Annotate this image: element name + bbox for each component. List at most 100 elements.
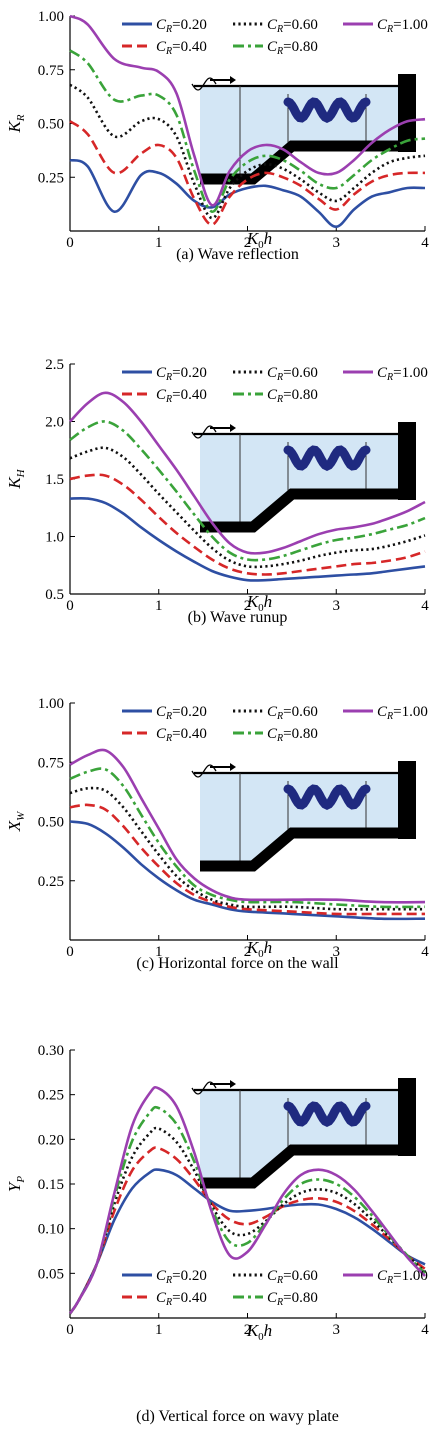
wavy-plate xyxy=(283,784,371,810)
vertical-wall xyxy=(398,74,416,152)
x-tick-label: 4 xyxy=(421,944,429,960)
legend-label: CR=0.20 xyxy=(156,365,207,383)
x-tick-label: 4 xyxy=(421,1322,429,1338)
seabed-step xyxy=(200,488,404,533)
setup-diagram xyxy=(191,761,416,872)
y-tick-label: 0.75 xyxy=(38,63,64,79)
incident-wave-icon xyxy=(191,425,217,439)
y-tick-label: 1.5 xyxy=(45,472,64,488)
x-tick-label: 4 xyxy=(421,235,429,251)
chart-panel: 0 1 2 3 4 0.05 0.10 0.15 0.20 0.25 0.30 K0h YP (d) Ve… xyxy=(5,1043,429,1425)
wavy-plate xyxy=(283,97,371,123)
legend-label: CR=0.20 xyxy=(156,1268,207,1286)
series-line xyxy=(69,158,426,228)
y-tick-label: 0.25 xyxy=(38,1088,64,1104)
seabed-step xyxy=(200,1144,404,1189)
y-axis-label: YP xyxy=(5,1176,27,1192)
setup-diagram xyxy=(191,1078,416,1189)
legend-label: CR=1.00 xyxy=(377,1268,428,1286)
x-tick-label: 1 xyxy=(155,235,163,251)
x-tick-label: 4 xyxy=(421,598,429,614)
y-axis-label: KH xyxy=(5,468,27,489)
y-tick-label: 2.5 xyxy=(45,357,64,373)
arrowhead-icon xyxy=(230,76,236,84)
legend-label: CR=0.20 xyxy=(156,704,207,722)
series-line xyxy=(68,1105,426,1315)
series-line xyxy=(69,391,426,555)
water-region xyxy=(200,1090,404,1183)
x-tick-label: 3 xyxy=(333,944,341,960)
y-tick-label: 0.20 xyxy=(38,1132,64,1148)
y-axis-label: XW xyxy=(5,811,27,832)
setup-diagram xyxy=(191,422,416,533)
legend: CR=0.20 CR=0.40 CR=0.60 CR=0.80 CR=1.00 xyxy=(122,17,428,57)
wavy-plate xyxy=(283,1101,371,1127)
y-tick-label: 0.10 xyxy=(38,1222,64,1238)
legend: CR=0.20 CR=0.40 CR=0.60 CR=0.80 CR=1.00 xyxy=(122,1268,428,1308)
x-axis-label: K0h xyxy=(246,1321,272,1343)
x-axis-label: K0h xyxy=(246,229,272,251)
x-tick-label: 0 xyxy=(66,235,74,251)
y-tick-label: 0.5 xyxy=(45,587,64,603)
arrowhead-icon xyxy=(230,1080,236,1088)
vertical-wall xyxy=(398,422,416,500)
legend-label: CR=0.20 xyxy=(156,17,207,35)
legend-label: CR=0.60 xyxy=(267,1268,318,1286)
chart-panel: 0 1 2 3 4 0.25 0.50 0.75 1.00 K0h KR (a) Wave refle… xyxy=(5,9,429,263)
series-line xyxy=(69,83,426,220)
series-line xyxy=(69,14,426,207)
y-tick-label: 1.0 xyxy=(45,530,64,546)
x-axis-label: K0h xyxy=(246,592,272,614)
vertical-wall xyxy=(398,761,416,839)
y-tick-label: 0.50 xyxy=(38,815,64,831)
series-line xyxy=(69,120,426,226)
series-line xyxy=(68,1168,426,1315)
legend-label: CR=0.40 xyxy=(156,39,207,57)
seabed-step xyxy=(200,827,404,872)
series-line xyxy=(69,496,426,582)
legend-label: CR=0.60 xyxy=(267,704,318,722)
legend-label: CR=0.80 xyxy=(267,387,318,405)
incident-wave-icon xyxy=(191,764,217,778)
series-line xyxy=(68,1146,426,1315)
legend-label: CR=1.00 xyxy=(377,17,428,35)
legend-label: CR=0.80 xyxy=(267,1290,318,1308)
vertical-wall xyxy=(398,1078,416,1156)
x-tick-label: 1 xyxy=(155,598,163,614)
water-region xyxy=(200,86,404,179)
x-axis-label: K0h xyxy=(246,938,272,960)
x-tick-label: 3 xyxy=(333,598,341,614)
y-tick-label: 0.75 xyxy=(38,755,64,771)
legend-label: CR=0.80 xyxy=(267,39,318,57)
series-line xyxy=(69,420,426,562)
series-line xyxy=(69,473,426,576)
y-tick-label: 0.05 xyxy=(38,1266,64,1282)
y-tick-label: 0.25 xyxy=(38,170,64,186)
x-tick-label: 1 xyxy=(155,944,163,960)
x-tick-label: 2 xyxy=(244,944,252,960)
panel-caption: (b) Wave runup xyxy=(188,609,288,626)
water-region xyxy=(200,773,404,866)
y-tick-label: 1.00 xyxy=(38,696,64,712)
x-tick-label: 2 xyxy=(244,598,252,614)
x-tick-label: 1 xyxy=(155,1322,163,1338)
x-tick-label: 3 xyxy=(333,235,341,251)
incident-wave-icon xyxy=(191,1081,217,1095)
legend-label: CR=0.80 xyxy=(267,726,318,744)
panel-caption: (a) Wave reflection xyxy=(176,246,299,263)
series-line xyxy=(69,748,426,904)
y-tick-label: 0.25 xyxy=(38,874,64,890)
series-line xyxy=(68,1085,426,1315)
legend: CR=0.20 CR=0.40 CR=0.60 CR=0.80 CR=1.00 xyxy=(122,704,428,744)
series-line xyxy=(69,446,426,569)
wavy-plate xyxy=(283,445,371,471)
y-tick-label: 0.30 xyxy=(38,1043,64,1059)
arrowhead-icon xyxy=(230,424,236,432)
x-tick-label: 2 xyxy=(244,235,252,251)
x-tick-label: 2 xyxy=(244,1322,252,1338)
y-tick-label: 2.0 xyxy=(45,415,64,431)
chart-panel: 0 1 2 3 4 0.25 0.50 0.75 1.00 K0h XW (c) Horizontal… xyxy=(5,696,429,972)
y-axis-label: KR xyxy=(5,114,27,133)
series-line xyxy=(69,767,426,909)
